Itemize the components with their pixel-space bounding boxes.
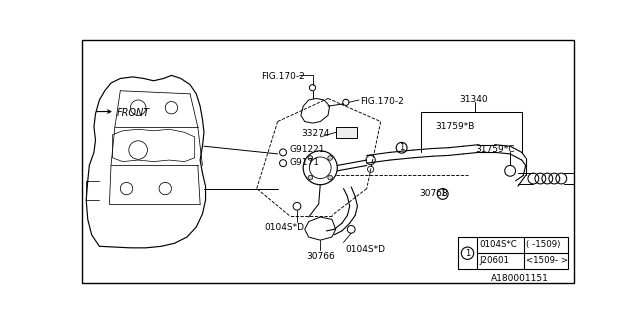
- Text: 31340: 31340: [460, 95, 488, 104]
- Text: 1: 1: [465, 249, 470, 258]
- Text: FIG.170-2: FIG.170-2: [360, 97, 404, 106]
- Text: ( -1509): ( -1509): [527, 240, 561, 249]
- Text: 0104S*D: 0104S*D: [345, 245, 385, 254]
- Text: 33274: 33274: [301, 129, 330, 138]
- Circle shape: [328, 175, 332, 180]
- Text: FRONT: FRONT: [117, 108, 150, 118]
- Text: 31759*C: 31759*C: [476, 145, 515, 154]
- Circle shape: [328, 156, 332, 160]
- Bar: [458, 237, 568, 269]
- Text: 1: 1: [399, 143, 404, 152]
- Text: G9171: G9171: [289, 158, 319, 167]
- Bar: [336, 127, 358, 138]
- Circle shape: [308, 156, 313, 160]
- Text: 0104S*C: 0104S*C: [479, 240, 517, 249]
- Text: 1: 1: [440, 189, 445, 198]
- Text: A180001151: A180001151: [491, 274, 548, 283]
- Text: 30766: 30766: [307, 252, 335, 261]
- Text: J20601: J20601: [479, 256, 509, 265]
- Text: 0104S*D: 0104S*D: [264, 223, 305, 232]
- Text: 30768: 30768: [419, 189, 448, 198]
- Text: FIG.170-2: FIG.170-2: [261, 71, 305, 81]
- Text: 31759*B: 31759*B: [435, 122, 474, 131]
- Circle shape: [308, 175, 313, 180]
- Text: G91221: G91221: [289, 145, 324, 154]
- Text: <1509- >: <1509- >: [527, 256, 568, 265]
